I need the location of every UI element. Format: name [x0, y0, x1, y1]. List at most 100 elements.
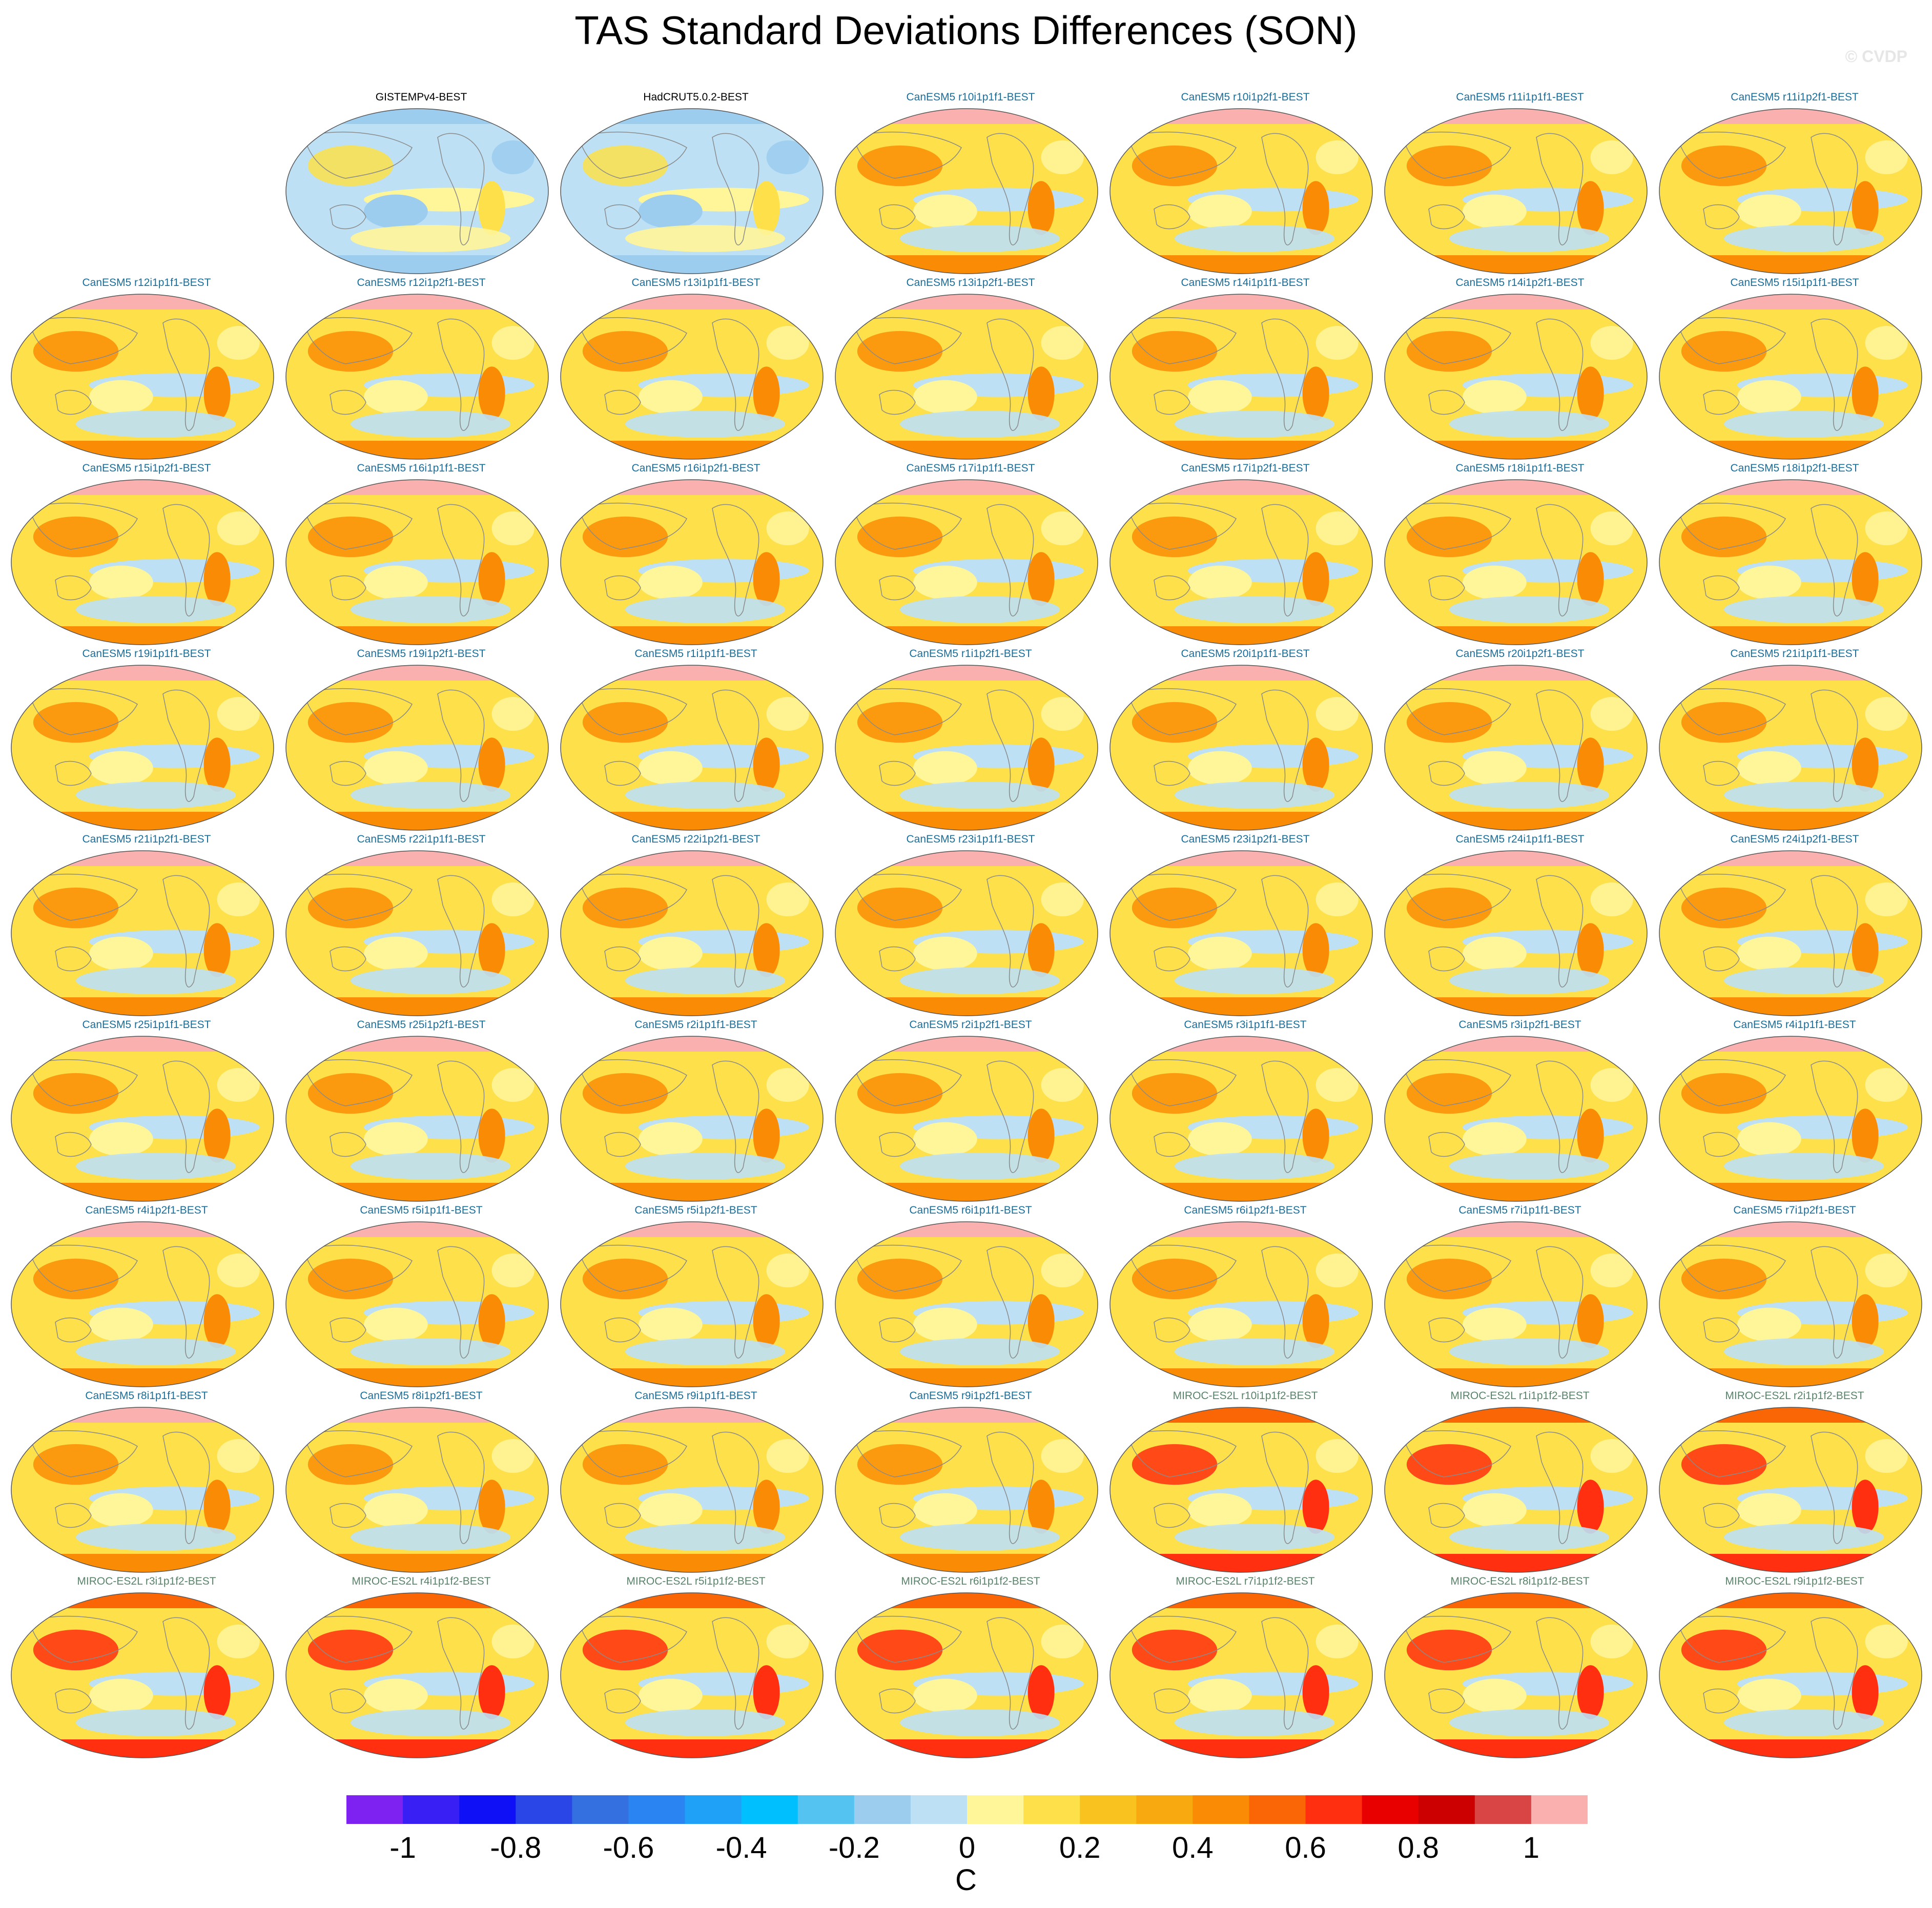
- colorbar-tick-label: -0.4: [715, 1831, 767, 1864]
- colorbar-segment: [1249, 1795, 1306, 1824]
- colorbar-segment: [1080, 1795, 1137, 1824]
- global-map: [1109, 1592, 1373, 1758]
- map-panel-label: CanESM5 r1i1p2f1-BEST: [909, 648, 1032, 660]
- map-panel-label: CanESM5 r17i1p2f1-BEST: [1181, 462, 1310, 474]
- map-panel-label: CanESM5 r10i1p2f1-BEST: [1181, 91, 1310, 103]
- map-field: [561, 480, 823, 645]
- map-panel: CanESM5 r24i1p2f1-BEST: [1657, 833, 1932, 1019]
- map-panel: MIROC-ES2L r9i1p1f2-BEST: [1657, 1575, 1932, 1761]
- map-panel-label: CanESM5 r12i1p1f1-BEST: [82, 277, 211, 289]
- global-map: [285, 479, 549, 645]
- map-panel: CanESM5 r16i1p1f1-BEST: [284, 462, 559, 648]
- global-map: [11, 1036, 274, 1202]
- cvdp-watermark: © CVDP: [1845, 47, 1907, 66]
- map-field: [1110, 294, 1372, 459]
- map-panel: GISTEMPv4-BEST: [284, 91, 559, 277]
- map-field: [1110, 480, 1372, 645]
- global-map: [1109, 108, 1373, 274]
- map-panel-label: CanESM5 r16i1p1f1-BEST: [357, 462, 486, 474]
- map-field: [1385, 480, 1647, 645]
- global-map: [11, 1221, 274, 1387]
- map-panel-label: CanESM5 r2i1p1f1-BEST: [634, 1019, 757, 1031]
- map-panel: MIROC-ES2L r2i1p1f2-BEST: [1657, 1390, 1932, 1575]
- map-panel-label: CanESM5 r9i1p1f1-BEST: [634, 1390, 757, 1402]
- map-field: [11, 1222, 274, 1387]
- map-field: [11, 294, 274, 459]
- global-map: [11, 294, 274, 460]
- map-field: [11, 480, 274, 645]
- colorbar-tick-label: 0.8: [1397, 1831, 1440, 1864]
- map-panel: CanESM5 r9i1p1f1-BEST: [559, 1390, 833, 1575]
- map-panel: CanESM5 r21i1p2f1-BEST: [9, 833, 284, 1019]
- map-panel: CanESM5 r16i1p2f1-BEST: [559, 462, 833, 648]
- map-panel: CanESM5 r14i1p1f1-BEST: [1108, 277, 1383, 462]
- global-map: [1384, 665, 1648, 831]
- global-map: [1109, 1036, 1373, 1202]
- map-panel: MIROC-ES2L r3i1p1f2-BEST: [9, 1575, 284, 1761]
- map-panel-label: CanESM5 r21i1p2f1-BEST: [82, 833, 211, 845]
- colorbar-segment: [967, 1795, 1024, 1824]
- map-field: [561, 294, 823, 459]
- global-map: [560, 850, 824, 1016]
- map-panel-label: CanESM5 r16i1p2f1-BEST: [631, 462, 761, 474]
- map-panel-label: CanESM5 r2i1p2f1-BEST: [909, 1019, 1032, 1031]
- global-map: [835, 1221, 1098, 1387]
- global-map: [285, 1221, 549, 1387]
- map-panel: CanESM5 r13i1p2f1-BEST: [833, 277, 1108, 462]
- global-map: [1384, 1592, 1648, 1758]
- map-panel-label: CanESM5 r3i1p1f1-BEST: [1184, 1019, 1307, 1031]
- map-panel: CanESM5 r6i1p2f1-BEST: [1108, 1204, 1383, 1390]
- map-field: [1110, 1036, 1372, 1201]
- map-panel-label: GISTEMPv4-BEST: [375, 91, 467, 103]
- map-panel: CanESM5 r1i1p2f1-BEST: [833, 648, 1108, 833]
- map-field: [835, 1036, 1098, 1201]
- map-panel-label: CanESM5 r5i1p1f1-BEST: [360, 1204, 483, 1216]
- colorbar-tick-label: -0.8: [490, 1831, 542, 1864]
- map-panel: CanESM5 r8i1p1f1-BEST: [9, 1390, 284, 1575]
- map-panel-label: CanESM5 r5i1p2f1-BEST: [634, 1204, 757, 1216]
- map-panel: CanESM5 r2i1p2f1-BEST: [833, 1019, 1108, 1204]
- map-panel-label: CanESM5 r24i1p2f1-BEST: [1730, 833, 1859, 845]
- global-map: [285, 108, 549, 274]
- map-field: [11, 1036, 274, 1201]
- map-field: [1659, 1222, 1922, 1387]
- map-field: [835, 1222, 1098, 1387]
- colorbar-segment: [741, 1795, 798, 1824]
- colorbar-segment: [628, 1795, 686, 1824]
- map-panel: MIROC-ES2L r10i1p1f2-BEST: [1108, 1390, 1383, 1575]
- global-map: [835, 1407, 1098, 1573]
- map-panel: CanESM5 r19i1p2f1-BEST: [284, 648, 559, 833]
- map-field: [561, 1407, 823, 1572]
- map-field: [286, 1593, 548, 1758]
- colorbar-segment: [910, 1795, 968, 1824]
- global-map: [1384, 850, 1648, 1016]
- map-panel: CanESM5 r15i1p2f1-BEST: [9, 462, 284, 648]
- map-panel: CanESM5 r1i1p1f1-BEST: [559, 648, 833, 833]
- colorbar-segment: [403, 1795, 460, 1824]
- colorbar-segment: [1531, 1795, 1588, 1824]
- map-panel-label: CanESM5 r23i1p2f1-BEST: [1181, 833, 1310, 845]
- global-map: [1109, 850, 1373, 1016]
- global-map: [1384, 479, 1648, 645]
- map-panel: CanESM5 r25i1p2f1-BEST: [284, 1019, 559, 1204]
- map-panel: HadCRUT5.0.2-BEST: [559, 91, 833, 277]
- map-field: [1659, 1036, 1922, 1201]
- map-field: [1385, 1036, 1647, 1201]
- colorbar-tick-label: -0.6: [603, 1831, 654, 1864]
- map-panel-label: MIROC-ES2L r2i1p1f2-BEST: [1725, 1390, 1864, 1402]
- map-field: [1110, 1593, 1372, 1758]
- map-panel-label: MIROC-ES2L r7i1p1f2-BEST: [1176, 1575, 1315, 1587]
- map-panel-label: CanESM5 r20i1p1f1-BEST: [1181, 648, 1310, 660]
- map-field: [286, 665, 548, 830]
- colorbar-segment: [516, 1795, 572, 1824]
- map-field: [1385, 665, 1647, 830]
- global-map: [835, 1036, 1098, 1202]
- map-panel: CanESM5 r12i1p1f1-BEST: [9, 277, 284, 462]
- map-panel-label: CanESM5 r17i1p1f1-BEST: [906, 462, 1035, 474]
- global-map: [11, 850, 274, 1016]
- map-field: [1385, 109, 1647, 274]
- map-panel: CanESM5 r11i1p1f1-BEST: [1383, 91, 1657, 277]
- map-panel-label: CanESM5 r19i1p2f1-BEST: [357, 648, 486, 660]
- map-field: [1659, 851, 1922, 1016]
- colorbar-segment: [1023, 1795, 1080, 1824]
